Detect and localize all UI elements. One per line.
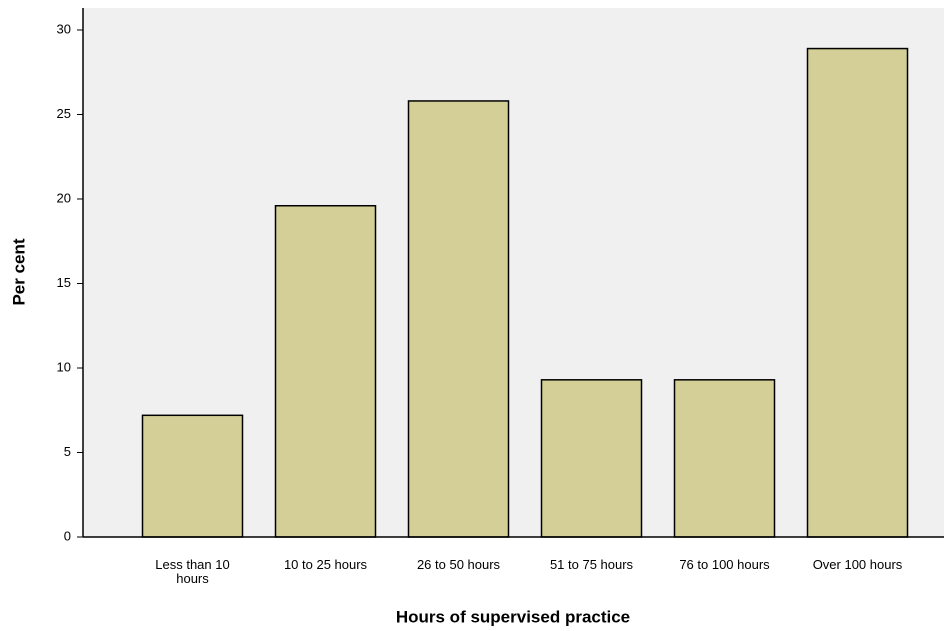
x-tick-label: 10 to 25 hours xyxy=(283,557,368,572)
x-tick-label: 76 to 100 hours xyxy=(679,557,770,572)
y-tick-label: 5 xyxy=(64,444,71,459)
y-tick-label: 15 xyxy=(57,275,71,290)
y-tick-label: 30 xyxy=(57,21,71,36)
y-axis-title: Per cent xyxy=(9,238,28,305)
x-axis-title: Hours of supervised practice xyxy=(396,607,630,626)
y-tick-label: 10 xyxy=(57,359,71,374)
y-tick-label: 20 xyxy=(57,190,71,205)
bar xyxy=(407,100,510,538)
bar xyxy=(806,47,909,538)
x-tick-label: 26 to 50 hours xyxy=(416,557,501,572)
y-tick-label: 0 xyxy=(64,528,71,543)
bar xyxy=(141,414,244,538)
x-tick-label: 51 to 75 hours xyxy=(549,557,634,572)
bar xyxy=(540,379,643,538)
bar xyxy=(673,379,776,538)
x-tick-label: Less than 10 hours xyxy=(155,557,230,586)
y-tick-label: 25 xyxy=(57,106,71,121)
x-tick-label: Over 100 hours xyxy=(812,557,903,572)
bar xyxy=(274,204,377,538)
